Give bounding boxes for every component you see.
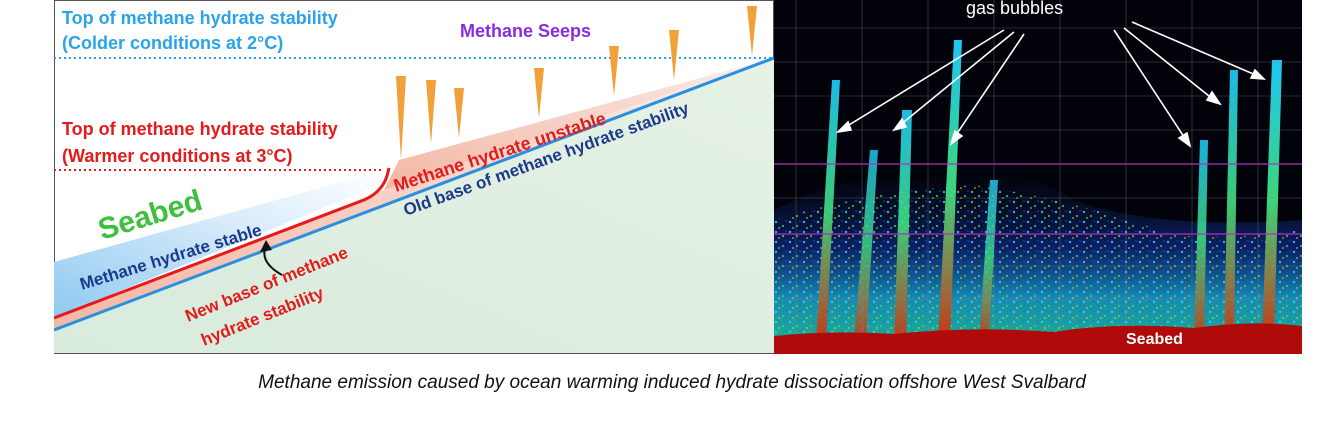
gas-plume [938,40,962,340]
seep-cone [534,68,544,118]
gas-bubble-arrow [1123,27,1215,101]
seep-cone [669,30,679,80]
gas-plume [1224,70,1238,340]
gas-bubble-arrowhead [1177,131,1192,148]
gas-plume [1194,140,1208,340]
gas-bubble-arrow [1131,21,1259,77]
seep-cone [426,80,436,144]
methane-seeps-label: Methane Seeps [460,21,591,41]
top-cold-label-2: (Colder conditions at 2°C) [62,33,283,53]
gas-plume [854,150,878,340]
gas-bubble-arrowhead [835,120,853,134]
gas-bubble-arrow [898,31,1015,127]
gas-plume [894,110,912,340]
gas-bubble-arrow [1113,29,1187,141]
hydrate-stability-diagram: Top of methane hydrate stability (Colder… [54,0,774,354]
gas-bubble-arrow [953,33,1025,139]
gas-plume [816,80,840,340]
hydrate-unstable-upper [384,58,774,190]
old-base-line [54,56,774,332]
top-warm-label-2: (Warmer conditions at 3°C) [62,146,293,166]
gas-bubble-arrowhead [949,129,964,147]
gas-bubble-arrows [835,21,1267,148]
figure-caption: Methane emission caused by ocean warming… [258,372,1086,393]
top-cold-label-1: Top of methane hydrate stability [62,8,338,28]
seep-cone [396,76,406,160]
seabed-echo [774,323,1302,354]
seep-cone [747,6,757,56]
gas-bubble-arrowhead [1249,68,1267,80]
echogram-grid [774,0,1302,340]
gas-bubble-arrow [843,29,1005,129]
sonar-seabed-label: Seabed [1126,331,1183,348]
seep-cone [454,88,464,138]
sediment-region [54,58,774,353]
figure: Top of methane hydrate stability (Colder… [54,0,1302,354]
gas-bubble-arrowhead [1205,90,1222,106]
top-warm-label-1: Top of methane hydrate stability [62,119,338,139]
methane-seeps [396,6,757,160]
gas-bubbles-label: gas bubbles [966,0,1063,18]
gas-bubble-arrowhead [892,117,908,132]
new-base-arrowhead [260,240,272,252]
seep-cone [609,46,619,96]
new-base-line [54,167,391,320]
echogram-image: Seabed gas bubbles [774,0,1302,354]
hydrate-stable-region [54,170,384,318]
